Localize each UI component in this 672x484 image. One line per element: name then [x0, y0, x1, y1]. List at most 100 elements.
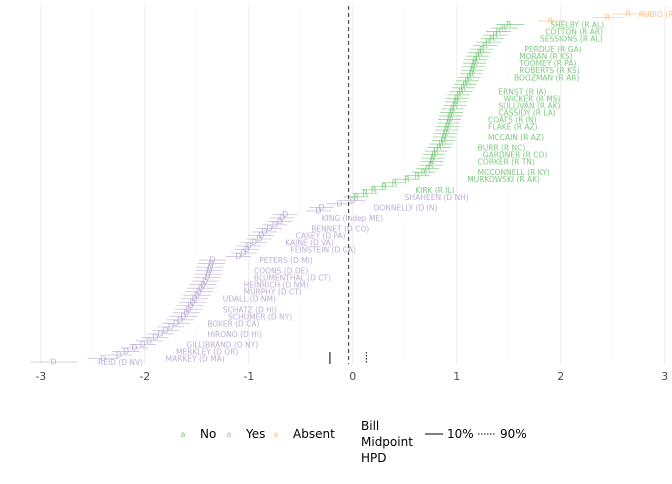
x-tick-label: 0 [349, 370, 356, 383]
x-tick-label: -2 [139, 370, 150, 383]
senator-label: CASEY (D PA) [296, 231, 346, 240]
senator-points: RRRRRRRRRRRRRRRRRRRRRRRRRRRRRRRRRRRRRRRR… [50, 10, 631, 367]
senator-point: R [362, 189, 368, 198]
senator-label: UDALL (D NM) [223, 295, 276, 304]
senator-point: D [185, 305, 191, 314]
senator-point: D [140, 340, 146, 349]
senator-point: D [194, 291, 200, 300]
senator-point: R [485, 38, 491, 47]
senator-point: R [448, 112, 454, 121]
senator-point: R [371, 185, 377, 194]
senator-point: D [173, 319, 179, 328]
senator-point: R [447, 115, 453, 124]
senator-point: R [443, 129, 449, 138]
senator-point: D [261, 228, 267, 237]
senator-point: D [206, 266, 212, 275]
senator-label: MURPHY (D CT) [244, 288, 302, 297]
senator-label: HIRONO (D HI) [207, 330, 262, 339]
senator-point: R [440, 136, 446, 145]
senator-point: R [446, 119, 452, 128]
senator-point: D [192, 294, 198, 303]
senator-label: MCCAIN (R AZ) [488, 133, 544, 142]
senator-label: GARDNER (R CO) [483, 151, 548, 160]
senator-point: D [157, 329, 163, 338]
senator-point: R [501, 24, 507, 33]
senator-point: D [131, 344, 137, 353]
senator-point: R [456, 90, 462, 99]
senator-point: R [404, 175, 410, 184]
senator-label: DONNELLY (D IN) [374, 203, 438, 212]
senator-point: R [449, 108, 455, 117]
senator-label: MORAN (R KS) [519, 52, 573, 61]
senator-point: R [464, 76, 470, 85]
senator-label: MURKOWSKI (R AK) [467, 175, 540, 184]
legend-item-midpoint: 90% [478, 427, 527, 441]
senator-point: D [246, 242, 252, 251]
senator-label: COTTON (R AR) [545, 28, 603, 37]
senator-label: SHAHEEN (D NH) [405, 193, 469, 202]
senator-point: D [146, 337, 152, 346]
senator-label: RUBIO (R FL) [639, 10, 672, 19]
senator-point: R [431, 150, 437, 159]
senator-label: PERDUE (R GA) [524, 45, 581, 54]
senator-point: R [473, 55, 479, 64]
senator-label: MCCONNELL (R KY) [478, 168, 550, 177]
grid-lines [40, 6, 666, 364]
senator-point: D [196, 287, 202, 296]
senator-point: R [482, 41, 488, 50]
senator-point: D [198, 284, 204, 293]
senator-point: R [506, 20, 512, 29]
senator-point: D [256, 235, 262, 244]
senator-point: R [353, 192, 359, 201]
senator-point: R [421, 168, 427, 177]
senator-point: D [180, 312, 186, 321]
x-tick-label: 2 [557, 370, 564, 383]
senator-point: R [381, 182, 387, 191]
senator-label: BENNET (D CO) [311, 224, 369, 233]
x-axis-ticks: -3 -2 -1 0 1 2 3 [35, 370, 668, 383]
senator-point: R [472, 59, 478, 68]
senator-point: R [433, 147, 439, 156]
senator-label: CORKER (R TN) [478, 158, 535, 167]
senator-label: GILLIBRAND (D NY) [186, 340, 258, 349]
senator-label: BURR (R NC) [478, 144, 526, 153]
senator-label: PETERS (D MI) [259, 256, 313, 265]
legend-item-yes: a Yes [227, 427, 266, 441]
legend-label: No [200, 427, 216, 441]
senator-point: D [235, 252, 241, 261]
senator-point: D [50, 358, 56, 367]
senator-point: R [470, 66, 476, 75]
legend-key: a [181, 430, 186, 439]
senator-point: R [496, 27, 502, 36]
senator-label: REID (D NV) [98, 358, 143, 367]
senator-point: R [479, 45, 485, 54]
senator-point: D [251, 238, 257, 247]
x-tick-label: 1 [453, 370, 460, 383]
senator-label: TOOMEY (R PA) [518, 59, 576, 68]
senator-point: R [605, 13, 611, 22]
hpd-intervals [30, 13, 650, 363]
senator-label: SCHATZ (D HI) [223, 305, 277, 314]
legend-title: Midpoint [361, 435, 413, 449]
senator-point: D [279, 213, 285, 222]
senator-label: FEINSTEIN (D CA) [290, 246, 356, 255]
senator-point: R [466, 73, 472, 82]
senator-label: ROBERTS (R KS) [519, 66, 580, 75]
senator-point: R [475, 52, 481, 61]
senator-point: D [190, 298, 196, 307]
legend-key: a [227, 430, 232, 439]
senator-label: KING (Indep ME) [322, 214, 384, 223]
senator-label: SESSIONS (R AL) [540, 35, 603, 44]
senator-point: R [453, 97, 459, 106]
senator-point: D [200, 280, 206, 289]
senator-label: CASSIDY (R LA) [498, 108, 555, 117]
senator-point: D [116, 351, 122, 360]
senator-label: KAINE (D VA) [285, 238, 334, 247]
senator-point: D [204, 273, 210, 282]
senator-label: MERKLEY (D OR) [176, 347, 238, 356]
senator-point: D [100, 354, 106, 363]
senator-point: D [319, 203, 325, 212]
senator-label: KIRK (R IL) [415, 186, 455, 195]
